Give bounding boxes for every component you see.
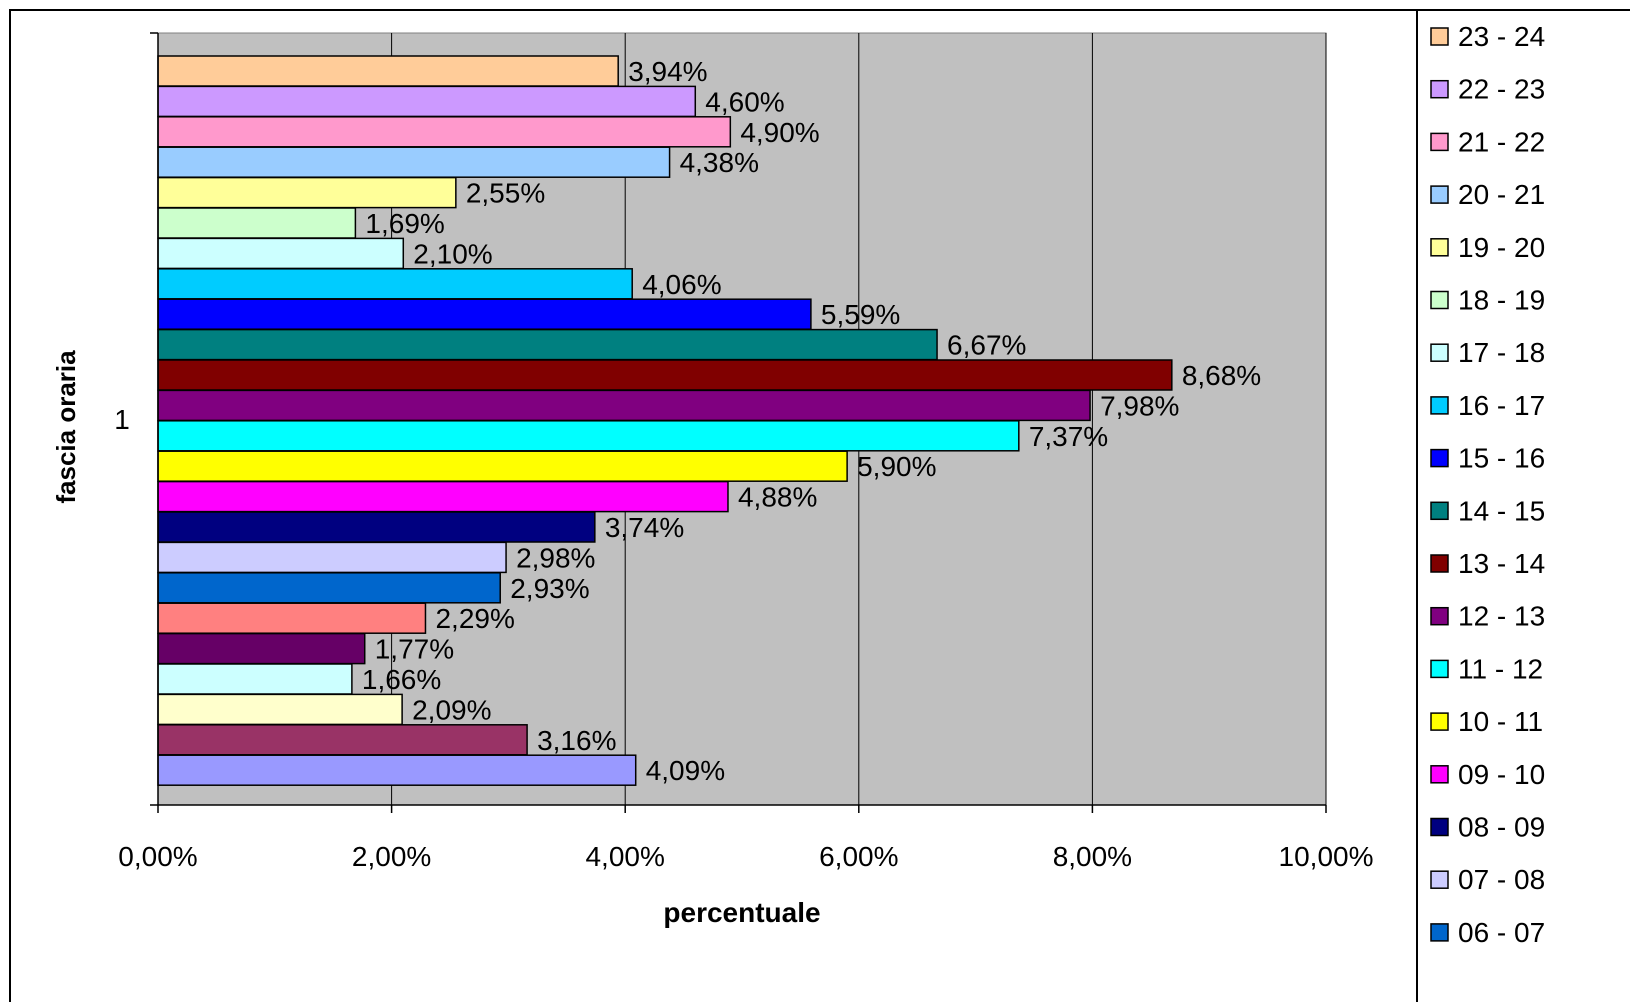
legend-entry: 08 - 09	[1458, 812, 1545, 843]
data-label: 2,98%	[516, 542, 595, 573]
legend-swatch	[1430, 27, 1449, 46]
legend-swatch	[1430, 923, 1449, 942]
legend-entry: 10 - 11	[1458, 706, 1543, 737]
plot-area	[157, 32, 1327, 806]
bar-17-18	[157, 237, 405, 270]
bar-07-08	[157, 541, 507, 574]
legend-entry: 16 - 17	[1458, 390, 1545, 421]
bar-03-04	[157, 663, 353, 695]
legend-entry: 19 - 20	[1458, 232, 1545, 263]
legend-swatch	[1430, 712, 1449, 731]
bar-00-01	[157, 754, 637, 786]
legend-swatch	[1430, 870, 1449, 889]
data-labels: 3,94%4,60%4,90%4,38% 2,55% 1,69%2,10% 4,06%…	[362, 56, 1261, 786]
x-tick-label: 6,00%	[819, 841, 898, 872]
legend-box	[1416, 9, 1630, 1002]
data-label: 4,06%	[642, 269, 721, 300]
legend-entry: 23 - 24	[1458, 21, 1545, 52]
bar-16-17	[157, 268, 633, 300]
bar-19-20	[157, 176, 457, 209]
x-tick-label: 4,00%	[585, 841, 664, 872]
data-label: 1,66%	[362, 664, 441, 695]
legend-entry: 09 - 10	[1458, 759, 1545, 790]
bar-11-12	[157, 420, 1020, 452]
bar-09-10	[157, 480, 729, 513]
y-axis-title: fascia oraria	[51, 350, 81, 504]
data-label: 4,88%	[738, 482, 817, 513]
data-label: 7,37%	[1029, 421, 1108, 452]
legend-swatch	[1430, 343, 1449, 362]
legend-swatch	[1430, 132, 1449, 152]
x-tick-label: 8,00%	[1053, 841, 1132, 872]
legend-entry: 14 - 15	[1458, 495, 1545, 526]
legend-swatch	[1430, 765, 1449, 784]
bar-15-16	[157, 298, 812, 330]
legend-entry: 20 - 21	[1458, 179, 1545, 210]
category-tick-label: 1	[114, 404, 130, 435]
bar-02-03	[157, 693, 403, 726]
data-label: 2,55%	[466, 178, 545, 209]
data-label: 5,59%	[821, 299, 900, 330]
x-axis-title: percentuale	[663, 897, 820, 928]
bar-05-06	[157, 602, 427, 634]
bar-13-14	[157, 359, 1173, 391]
bar-06-07	[157, 572, 501, 604]
data-label: 2,10%	[413, 238, 492, 269]
bar-20-21	[157, 146, 671, 178]
legend-entry: 21 - 22	[1458, 126, 1545, 157]
legend-swatch	[1430, 448, 1449, 468]
bar-01-02	[157, 724, 528, 756]
bar-22-23	[157, 85, 697, 118]
legend-swatch	[1430, 554, 1449, 573]
data-label: 2,93%	[510, 573, 589, 604]
legend-entry: 18 - 19	[1458, 285, 1545, 316]
axes: 0,00% 2,00% 4,00% 6,00% 8,00% 10,00%	[118, 32, 1374, 872]
bar-23-24	[157, 55, 619, 87]
legend-entry: 22 - 23	[1458, 74, 1545, 105]
data-label: 4,09%	[646, 755, 725, 786]
bar-10-11	[157, 450, 848, 482]
legend-entry: 13 - 14	[1458, 548, 1545, 579]
data-label: 3,74%	[605, 512, 684, 543]
legend-entry: 12 - 13	[1458, 601, 1545, 632]
data-label: 1,69%	[365, 208, 444, 239]
legend-swatch	[1430, 659, 1449, 679]
legend-entry: 11 - 12	[1458, 653, 1543, 684]
bar-08-09	[157, 511, 596, 543]
data-label: 7,98%	[1100, 390, 1179, 421]
bar-04-05	[157, 632, 366, 665]
data-label: 1,77%	[375, 634, 454, 665]
legend-swatch	[1430, 185, 1449, 204]
legend-entry: 17 - 18	[1458, 337, 1545, 368]
data-label: 2,09%	[412, 694, 491, 725]
data-label: 3,16%	[537, 725, 616, 756]
x-tick-label: 2,00%	[352, 841, 431, 872]
legend-swatch	[1430, 606, 1449, 626]
x-tick-label: 10,00%	[1279, 841, 1374, 872]
data-label: 3,94%	[628, 56, 707, 87]
data-label: 5,90%	[857, 451, 936, 482]
legend-swatch	[1430, 501, 1449, 521]
bar-21-22	[157, 116, 732, 148]
legend-swatch	[1430, 79, 1449, 99]
legend-swatch	[1430, 238, 1449, 257]
data-label: 4,60%	[705, 86, 784, 117]
legend-swatch	[1430, 396, 1449, 415]
legend-entry: 15 - 16	[1458, 443, 1545, 474]
legend-entry: 07 - 08	[1458, 864, 1545, 895]
bar-12-13	[157, 389, 1091, 422]
legend-swatch	[1430, 817, 1449, 837]
legend-swatch	[1430, 290, 1449, 310]
legend: 23 - 24 22 - 23 21 - 22 20 - 21 19 - 20 18 - …	[1416, 9, 1630, 1002]
bar-18-19	[157, 207, 357, 239]
data-label: 6,67%	[947, 330, 1026, 361]
data-label: 4,38%	[680, 147, 759, 178]
data-label: 8,68%	[1182, 360, 1261, 391]
legend-entry: 06 - 07	[1458, 917, 1545, 948]
x-tick-label: 0,00%	[118, 841, 197, 872]
data-label: 4,90%	[740, 117, 819, 148]
bar-14-15	[157, 328, 938, 361]
data-label: 2,29%	[435, 603, 514, 634]
